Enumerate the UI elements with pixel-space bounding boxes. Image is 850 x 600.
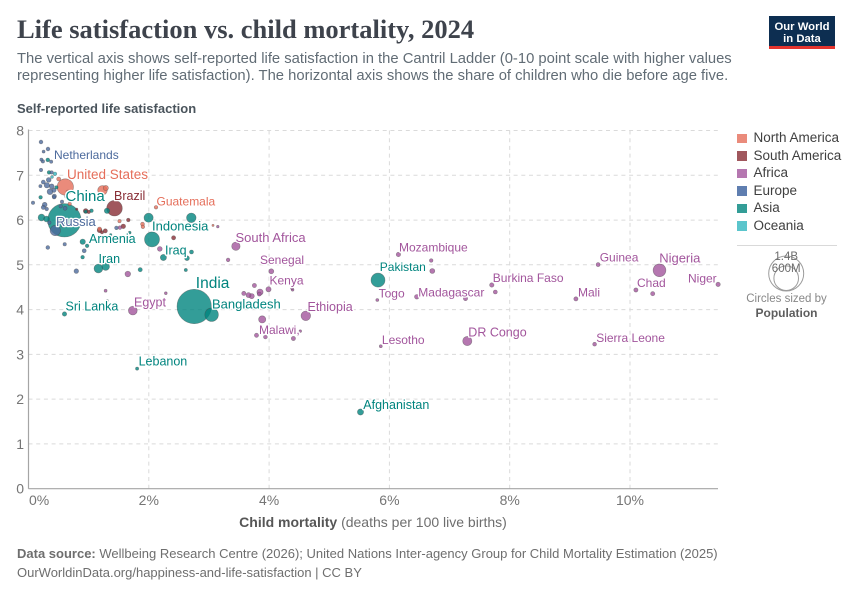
svg-text:Kenya: Kenya [270, 274, 304, 288]
svg-text:8: 8 [16, 123, 24, 139]
svg-text:Madagascar: Madagascar [418, 286, 484, 300]
svg-text:7: 7 [16, 167, 24, 183]
svg-text:Armenia: Armenia [89, 232, 136, 246]
svg-text:Iraq: Iraq [165, 244, 187, 258]
svg-text:Guatemala: Guatemala [157, 195, 216, 209]
svg-text:Togo: Togo [379, 287, 405, 301]
svg-text:Nigeria: Nigeria [659, 251, 701, 266]
svg-text:Afghanistan: Afghanistan [363, 398, 429, 412]
svg-text:Chad: Chad [637, 276, 666, 290]
svg-text:5: 5 [16, 257, 24, 273]
svg-text:Iran: Iran [99, 252, 121, 266]
svg-text:10%: 10% [616, 492, 644, 508]
svg-text:Guinea: Guinea [600, 251, 639, 265]
svg-text:6%: 6% [379, 492, 399, 508]
svg-text:Brazil: Brazil [114, 189, 145, 203]
svg-text:600M: 600M [772, 263, 801, 275]
svg-text:Mozambique: Mozambique [399, 241, 468, 255]
svg-text:0: 0 [16, 481, 24, 497]
svg-text:Netherlands: Netherlands [54, 148, 119, 162]
svg-text:Senegal: Senegal [260, 253, 304, 267]
svg-text:Russia: Russia [56, 214, 97, 229]
svg-text:1.4B: 1.4B [774, 251, 798, 263]
svg-text:Egypt: Egypt [134, 296, 166, 310]
svg-text:United States: United States [67, 167, 148, 182]
svg-text:1: 1 [16, 436, 24, 452]
svg-text:Sierra Leone: Sierra Leone [596, 331, 665, 345]
svg-text:South Africa: South Africa [236, 230, 307, 245]
svg-text:DR Congo: DR Congo [468, 326, 526, 340]
svg-text:3: 3 [16, 346, 24, 362]
svg-text:Niger: Niger [688, 272, 717, 286]
svg-text:Sri Lanka: Sri Lanka [66, 300, 119, 314]
svg-text:Pakistan: Pakistan [380, 260, 426, 274]
svg-text:India: India [196, 275, 230, 292]
svg-text:Bangladesh: Bangladesh [212, 297, 281, 312]
svg-text:Lebanon: Lebanon [139, 355, 188, 369]
svg-text:Lesotho: Lesotho [382, 333, 425, 347]
svg-text:6: 6 [16, 212, 24, 228]
svg-text:China: China [66, 188, 106, 205]
svg-text:4%: 4% [259, 492, 279, 508]
svg-text:8%: 8% [500, 492, 520, 508]
svg-text:Ethiopia: Ethiopia [308, 300, 353, 314]
svg-text:2: 2 [16, 391, 24, 407]
svg-text:Malawi,: Malawi, [259, 323, 300, 337]
svg-text:Indonesia: Indonesia [152, 219, 209, 234]
svg-text:Mali: Mali [578, 286, 600, 300]
svg-text:Child mortality (deaths per 10: Child mortality (deaths per 100 live bir… [239, 514, 507, 530]
svg-text:0%: 0% [29, 492, 49, 508]
svg-text:4: 4 [16, 302, 24, 318]
svg-text:Burkina Faso: Burkina Faso [493, 271, 564, 285]
svg-text:2%: 2% [139, 492, 159, 508]
